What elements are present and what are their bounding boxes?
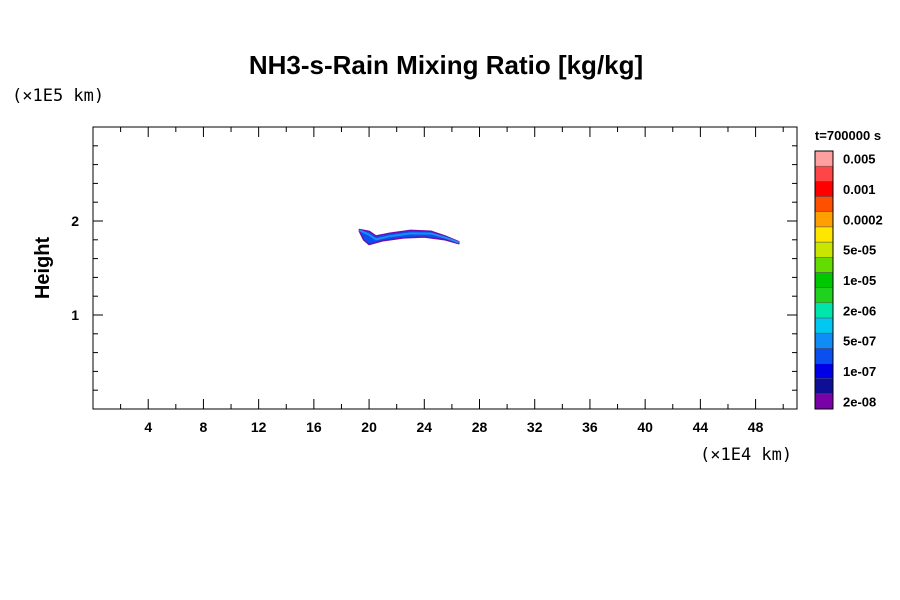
- colorbar-swatch: [814, 241, 834, 258]
- colorbar-swatch: [814, 272, 834, 288]
- colorbar-label: 5e-05: [843, 243, 876, 258]
- time-label: t=700000 s: [815, 128, 881, 143]
- x-tick-label: 20: [361, 419, 377, 435]
- colorbar-label: 1e-07: [843, 364, 876, 379]
- colorbar-swatch: [814, 256, 834, 273]
- x-tick-label: 36: [582, 419, 598, 435]
- y-axis-label: Height: [32, 237, 54, 300]
- colorbar-swatch: [814, 378, 834, 395]
- contour-band-inner: [358, 229, 460, 244]
- colorbar: 2e-08 1e-07 5e-07 2e-06 1e-05 5e-05 0.0002 0.00…: [814, 150, 883, 410]
- colorbar-label: 2e-08: [843, 394, 876, 409]
- colorbar-swatch: [814, 363, 834, 379]
- x-tick-label: 48: [748, 419, 764, 435]
- plot-frame: [92, 126, 798, 410]
- x-tick-label: 28: [472, 419, 488, 435]
- colorbar-label: 2e-06: [843, 303, 876, 318]
- colorbar-swatch: [814, 196, 834, 212]
- x-tick-label: 40: [637, 419, 653, 435]
- x-tick-label: 4: [144, 419, 152, 435]
- contour-band-outer: [358, 228, 460, 246]
- x-tick-label: 32: [527, 419, 543, 435]
- x-tick-label: 16: [306, 419, 322, 435]
- colorbar-label: 0.001: [843, 182, 876, 197]
- colorbar-label: 0.005: [843, 152, 876, 167]
- y-unit-label: (×1E5 km): [12, 86, 104, 106]
- colorbar-swatch: [814, 393, 834, 410]
- colorbar-swatch: [814, 302, 834, 319]
- x-unit-label: (×1E4 km): [700, 445, 792, 465]
- y-tick-label: 2: [71, 213, 79, 229]
- x-tick-label: 12: [251, 419, 267, 435]
- colorbar-swatch: [814, 287, 834, 304]
- colorbar-swatch: [814, 150, 834, 167]
- y-tick-label: 1: [71, 307, 79, 323]
- x-tick-label: 24: [417, 419, 433, 435]
- colorbar-swatch: [814, 165, 834, 182]
- colorbar-swatch: [814, 332, 834, 349]
- colorbar-label: 0.0002: [843, 212, 883, 227]
- colorbar-label: 1e-05: [843, 273, 876, 288]
- colorbar-swatch: [814, 317, 834, 334]
- colorbar-swatch: [814, 181, 834, 197]
- colorbar-label: 5e-07: [843, 334, 876, 349]
- colorbar-swatch: [814, 348, 834, 364]
- x-tick-label: 8: [200, 419, 208, 435]
- chart-title: NH3-s-Rain Mixing Ratio [kg/kg]: [249, 50, 643, 80]
- colorbar-swatch: [814, 211, 834, 228]
- colorbar-frame: [814, 150, 834, 410]
- x-tick-label: 44: [693, 419, 709, 435]
- colorbar-swatch: [814, 226, 834, 243]
